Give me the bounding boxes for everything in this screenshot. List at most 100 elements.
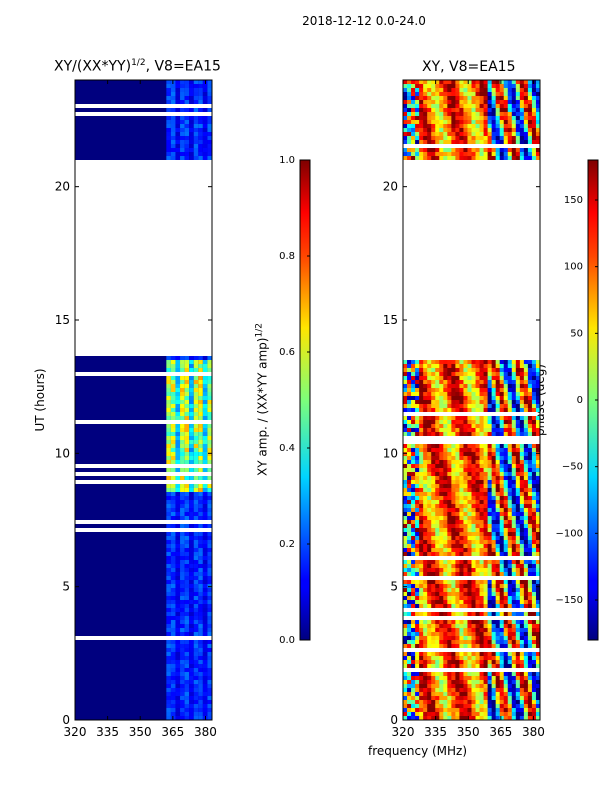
right-heatmap-cell (531, 468, 537, 472)
right-heatmap-cell (491, 672, 497, 676)
right-heatmap-cell (499, 696, 505, 700)
right-heatmap-cell (467, 588, 472, 592)
left-heatmap-cell (198, 572, 203, 576)
left-heatmap-cell (180, 696, 185, 700)
right-heatmap-cell (479, 448, 484, 452)
right-heatmap-cell (519, 544, 525, 548)
left-heatmap-cell (184, 456, 190, 460)
right-heatmap-cell (479, 104, 484, 108)
left-heatmap-cell (184, 108, 190, 112)
right-heatmap-cell (475, 424, 480, 428)
right-heatmap-cell (507, 584, 513, 588)
left-heatmap-cell (184, 432, 190, 436)
right-heatmap-cell (519, 680, 525, 684)
left-heatmap-cell (175, 80, 181, 84)
right-heatmap-cell (403, 464, 408, 468)
right-heatmap-cell (527, 396, 533, 400)
right-heatmap-cell (451, 708, 456, 712)
right-heatmap-cell (491, 664, 497, 668)
left-heatmap-cell (180, 368, 185, 372)
right-heatmap-cell (519, 568, 525, 572)
right-heatmap-cell (515, 468, 521, 472)
left-heatmap-cell (202, 448, 208, 452)
left-heatmap-cell (184, 648, 190, 652)
right-heatmap-cell (403, 480, 408, 484)
right-heatmap-cell (439, 508, 444, 512)
right-heatmap-cell (515, 364, 521, 368)
right-heatmap-cell (475, 504, 480, 508)
right-heatmap-cell (495, 676, 501, 680)
left-heatmap-cell (189, 552, 194, 556)
right-heatmap-cell (499, 548, 505, 552)
right-heatmap-cell (439, 516, 444, 520)
right-heatmap-cell (403, 500, 408, 504)
right-heatmap-cell (431, 600, 436, 604)
left-heatmap-row (75, 384, 212, 388)
right-heatmap-cell (407, 588, 412, 592)
right-heatmap-cell (463, 400, 468, 404)
right-heatmap-cell (423, 520, 428, 524)
right-heatmap-cell (499, 432, 505, 436)
right-heatmap-cell (515, 708, 521, 712)
right-heatmap-cell (455, 540, 460, 544)
right-heatmap-cell (439, 116, 444, 120)
right-heatmap-cell (463, 368, 468, 372)
left-heatmap-cell (189, 396, 194, 400)
right-heatmap-cell (431, 532, 436, 536)
right-heatmap-cell (459, 492, 464, 496)
right-heatmap-cell (403, 484, 408, 488)
right-heatmap-cell (451, 644, 456, 648)
right-heatmap-cell (475, 580, 480, 584)
right-heatmap-cell (499, 688, 505, 692)
right-heatmap-cell (403, 704, 408, 708)
right-heatmap-cell (499, 128, 505, 132)
left-heatmap-cell (207, 100, 212, 104)
left-heatmap-cell (166, 716, 171, 720)
right-heatmap-cell (495, 432, 501, 436)
right-heatmap-cell (427, 132, 432, 136)
right-heatmap-cell (535, 708, 541, 712)
right-heatmap-cell (427, 88, 432, 92)
right-heatmap-cell (507, 96, 513, 100)
left-heatmap-cell (170, 96, 176, 100)
right-heatmap-cell (503, 464, 509, 468)
left-heatmap-cell (180, 460, 185, 464)
right-heatmap-cell (503, 592, 509, 596)
right-heatmap-cell (535, 508, 541, 512)
right-heatmap-cell (463, 660, 468, 664)
right-heatmap-cell (411, 592, 416, 596)
right-heatmap-cell (419, 416, 424, 420)
right-heatmap-cell (423, 136, 428, 140)
right-heatmap-cell (407, 680, 412, 684)
left-heatmap-cell (184, 356, 190, 360)
right-heatmap-cell (487, 584, 493, 588)
right-heatmap-cell (419, 552, 424, 556)
right-heatmap-cell (459, 100, 464, 104)
right-heatmap-cell (483, 384, 489, 388)
right-heatmap-cell (423, 384, 428, 388)
right-heatmap-cell (415, 424, 420, 428)
left-heatmap-cell (170, 460, 176, 464)
left-heatmap-cell (198, 488, 203, 492)
right-heatmap-cell (491, 480, 497, 484)
left-heatmap-cell (166, 576, 171, 580)
left-heatmap-cell (175, 356, 181, 360)
right-heatmap-cell (411, 364, 416, 368)
right-heatmap-cell (487, 672, 493, 676)
right-heatmap-cell (403, 376, 408, 380)
right-heatmap-cell (403, 428, 408, 432)
right-heatmap-cell (503, 628, 509, 632)
right-heatmap-cell (503, 700, 509, 704)
right-heatmap-cell (407, 596, 412, 600)
right-heatmap-cell (487, 132, 493, 136)
right-heatmap-cell (503, 468, 509, 472)
right-heatmap-cell (431, 148, 436, 152)
right-heatmap-cell (427, 596, 432, 600)
left-heatmap-cell (198, 404, 203, 408)
right-heatmap-cell (531, 84, 537, 88)
right-heatmap-cell (527, 152, 533, 156)
right-heatmap-cell (471, 636, 476, 640)
right-heatmap-cell (419, 644, 424, 648)
right-heatmap-cell (455, 716, 460, 720)
left-heatmap-row (75, 356, 212, 360)
